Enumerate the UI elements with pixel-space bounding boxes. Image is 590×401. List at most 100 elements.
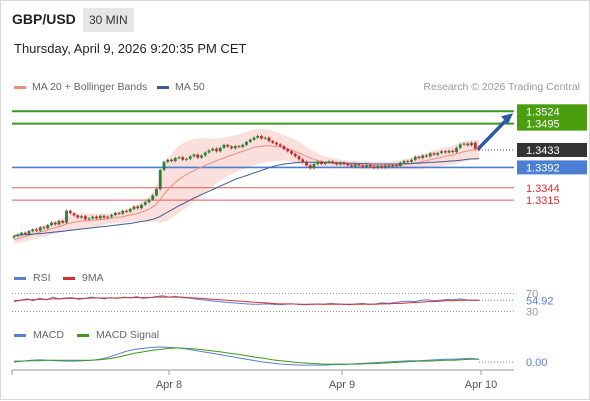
candle-body	[320, 161, 323, 164]
candle-body	[140, 204, 143, 209]
candle-body	[158, 169, 162, 190]
candle-body	[83, 216, 87, 220]
candle-body	[368, 165, 372, 167]
forecast-arrow-head	[501, 113, 513, 125]
candle-body	[372, 166, 376, 168]
candle-body	[117, 212, 121, 214]
level-label-1.3524: 1.3524	[526, 106, 560, 118]
candle-body	[53, 222, 57, 225]
candle-body	[65, 210, 68, 223]
datetime-label: Thursday, April 9, 2026 9:20:35 PM CET	[14, 41, 247, 56]
candle-body	[185, 158, 188, 160]
candle-body	[128, 209, 132, 212]
candle-body	[155, 189, 158, 196]
candle-body	[46, 225, 50, 229]
candle-body	[282, 146, 286, 150]
candle-body	[297, 156, 301, 160]
candle-body	[68, 210, 72, 214]
candle-body	[466, 143, 470, 146]
candle-body	[436, 152, 440, 155]
candle-body	[267, 137, 271, 142]
candle-body	[432, 153, 436, 155]
level-label-1.3392: 1.3392	[526, 162, 560, 174]
candle-body	[95, 216, 98, 219]
rsi-line	[13, 295, 479, 306]
candle-body	[230, 146, 233, 149]
macd-legend-label: MACD	[33, 329, 64, 341]
candle-body	[192, 154, 196, 157]
candle-body	[413, 156, 417, 160]
candle-body	[428, 153, 432, 157]
candle-body	[455, 147, 458, 153]
rsi-legend-swatch	[14, 277, 26, 280]
candle-body	[211, 148, 215, 151]
candle-body	[173, 158, 177, 162]
candle-body	[387, 165, 391, 167]
candle-body	[177, 157, 181, 159]
candle-body	[447, 150, 451, 153]
candle-body	[335, 163, 338, 165]
x-tick-label: Apr 10	[465, 379, 497, 391]
candle-body	[327, 161, 331, 163]
candle-body	[271, 141, 275, 143]
candle-body	[316, 161, 320, 164]
candle-body	[110, 215, 113, 217]
candle-body	[166, 159, 170, 162]
candle-body	[248, 139, 252, 142]
x-tick-label: Apr 8	[156, 379, 182, 391]
candle-body	[151, 195, 155, 200]
candle-body	[215, 148, 218, 152]
candle-body	[61, 220, 65, 223]
candle-body	[125, 210, 128, 212]
candle-body	[72, 213, 76, 216]
candle-body	[443, 151, 447, 153]
candle-body	[91, 216, 95, 219]
candle-body	[357, 164, 361, 166]
candle-body	[31, 229, 35, 232]
candle-body	[421, 155, 425, 159]
macd-signal-line	[14, 347, 479, 365]
candle-body	[350, 165, 353, 167]
candle-body	[395, 165, 398, 167]
rsi-level-label-30: 30	[526, 307, 538, 319]
candle-body	[121, 210, 125, 214]
forecast-arrow	[477, 116, 510, 150]
candle-body	[417, 156, 421, 159]
candle-body	[380, 166, 383, 168]
candle-body	[342, 162, 346, 164]
candle-body	[42, 227, 46, 229]
candle-body	[260, 135, 263, 139]
candle-body	[451, 150, 455, 153]
candle-body	[80, 216, 83, 218]
candle-body	[398, 162, 402, 167]
candle-body	[196, 154, 200, 158]
rsi-legend-label: RSI	[33, 272, 51, 284]
candle-body	[233, 146, 237, 149]
candle-body	[38, 227, 42, 231]
level-label-box-1.3495	[517, 116, 587, 131]
candle-body	[207, 150, 211, 153]
candle-body	[162, 161, 166, 170]
bollinger-band	[14, 129, 479, 244]
candle-body	[470, 142, 473, 146]
candle-body	[365, 165, 368, 167]
rsi-level-label-70: 70	[526, 289, 538, 301]
candle-body	[353, 164, 357, 167]
candle-body	[222, 144, 226, 148]
candle-body	[331, 161, 335, 164]
candle-body	[462, 143, 466, 145]
rsi-last-label: 54.92	[526, 295, 554, 307]
candle-body	[50, 222, 53, 226]
bollinger-legend-swatch	[14, 86, 26, 89]
candle-body	[113, 212, 117, 215]
candle-body	[203, 152, 207, 156]
timeframe-badge[interactable]: 30 MIN	[83, 8, 134, 32]
x-tick-label: Apr 9	[329, 379, 355, 391]
macd-signal-legend-swatch	[77, 334, 89, 337]
candle-body	[346, 164, 350, 166]
candle-body	[361, 165, 365, 167]
candle-body	[16, 234, 20, 237]
candle-body	[20, 232, 23, 235]
candle-body	[402, 161, 406, 163]
